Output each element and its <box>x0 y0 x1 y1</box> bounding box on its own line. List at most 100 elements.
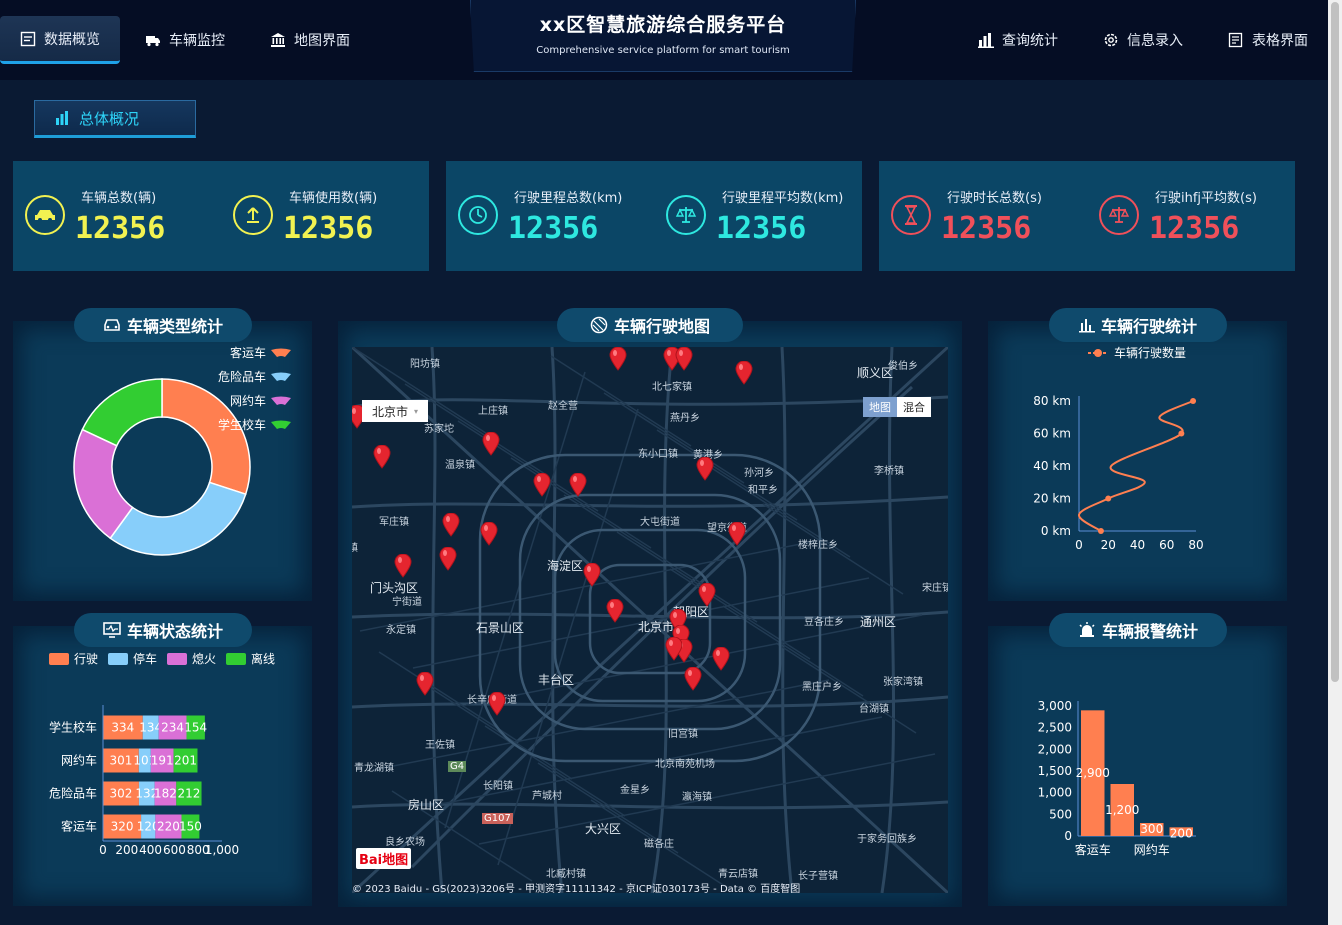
map-location-marker-icon[interactable] <box>442 513 460 537</box>
map-location-marker-icon[interactable] <box>728 522 746 546</box>
map-location-marker-icon[interactable] <box>675 347 693 371</box>
nav-query-stats[interactable]: 查询统计 <box>958 16 1078 64</box>
bar-value-label: 150 <box>179 820 202 834</box>
map-location-marker-icon[interactable] <box>606 599 624 623</box>
car-icon <box>104 319 120 331</box>
nav-map-view[interactable]: 地图界面 <box>250 16 370 64</box>
map-location-marker-icon[interactable] <box>488 692 506 716</box>
bar-value-label: 234 <box>161 721 184 735</box>
map-ring-road <box>588 563 712 675</box>
alarm-bar <box>1081 710 1105 836</box>
stacked-bar-segment <box>103 748 139 773</box>
map-location-marker-icon[interactable] <box>735 361 753 385</box>
map-minor-road <box>391 790 533 882</box>
stacked-bar-segment <box>138 748 151 773</box>
kpi-avg-duration: 行驶ihfj平均数(s) 12356 <box>1087 161 1295 271</box>
stacked-bar-segment <box>173 748 198 773</box>
stacked-bar-segment <box>186 715 205 740</box>
map-location-marker-icon[interactable] <box>482 432 500 456</box>
map-place-label: 东小口镇 <box>638 449 678 460</box>
map-location-marker-icon[interactable] <box>394 554 412 578</box>
map-location-marker-icon[interactable] <box>373 445 391 469</box>
map-place-label: 台湖镇 <box>859 704 889 715</box>
y-tick-label: 500 <box>1049 807 1072 821</box>
bar-value-label: 302 <box>110 787 133 801</box>
x-tick-label: 客运车 <box>1075 842 1111 857</box>
kpi-value: 12356 <box>941 211 1032 246</box>
map-place-label: 芦城村 <box>532 791 562 802</box>
map-location-marker-icon[interactable] <box>533 473 551 497</box>
map-place-label: 北臧村镇 <box>546 869 586 880</box>
map-location-marker-icon[interactable] <box>696 457 714 481</box>
panel-title-text: 车辆行驶地图 <box>613 317 710 336</box>
map-ring-road <box>478 453 822 763</box>
map-location-marker-icon[interactable] <box>712 647 730 671</box>
vehicle-type-panel-title: 车辆类型统计 <box>74 308 252 342</box>
axis-category-label: 网约车 <box>61 753 97 768</box>
nav-vehicle-monitor[interactable]: 车辆监控 <box>125 16 245 64</box>
overview-section-button[interactable]: 总体概况 <box>34 100 196 138</box>
map-road <box>780 347 794 893</box>
nav-data-overview[interactable]: 数据概览 <box>0 16 120 64</box>
map-minor-road <box>669 568 811 660</box>
map-location-marker-icon[interactable] <box>480 522 498 546</box>
scrollbar-thumb[interactable] <box>1331 2 1339 682</box>
map-location-marker-icon[interactable] <box>583 563 601 587</box>
map-place-label: 张家湾镇 <box>883 677 923 688</box>
map-location-marker-icon[interactable] <box>569 473 587 497</box>
map-road <box>550 347 564 893</box>
bar-value-label: 301 <box>109 754 132 768</box>
map-place-label: 大兴区 <box>585 822 622 836</box>
bar-value-label: 212 <box>177 787 200 801</box>
map-place-label: 海淀区 <box>547 559 584 573</box>
city-select[interactable]: 北京市 ▾ <box>362 400 428 422</box>
city-select-value: 北京市 <box>372 404 409 419</box>
map-place-label: 青云店镇 <box>718 869 758 880</box>
nav-table-view[interactable]: 表格界面 <box>1208 16 1328 64</box>
bar-chart-icon <box>978 33 994 48</box>
y-tick-label: 2,000 <box>1038 742 1072 756</box>
map-type-map-button[interactable]: 地图 <box>863 397 897 417</box>
map-location-marker-icon[interactable] <box>352 405 366 429</box>
map-place-label: 俊伯乡 <box>888 361 918 372</box>
x-tick-label: 600 <box>163 843 186 857</box>
kpi-label: 行驶里程总数(km) <box>514 191 623 206</box>
panel-title-text: 车辆行驶统计 <box>1100 317 1197 336</box>
timer-icon <box>458 195 498 235</box>
axis-category-label: 客运车 <box>61 819 97 834</box>
bar-value-label: 134 <box>139 721 162 735</box>
map-minor-road <box>616 531 758 623</box>
truck-icon <box>146 36 160 47</box>
nav-info-entry[interactable]: 信息录入 <box>1083 16 1203 64</box>
kpi-value: 12356 <box>508 211 599 246</box>
driving-stats-panel <box>988 321 1287 601</box>
page-title: xx区智慧旅游综合服务平台 <box>539 14 787 36</box>
map-minor-road <box>722 605 864 697</box>
map-place-label: 王佐镇 <box>425 740 455 751</box>
y-tick-label: 20 km <box>1033 492 1071 506</box>
map-road <box>880 347 896 893</box>
kpi-total-vehicles: 车辆总数(辆) 12356 <box>13 161 221 271</box>
map-location-marker-icon[interactable] <box>416 672 434 696</box>
scale-icon <box>1099 195 1139 235</box>
y-tick-label: 3,000 <box>1038 699 1072 713</box>
kpi-label: 行驶里程平均数(km) <box>722 191 844 206</box>
stacked-bar-segment <box>176 781 202 806</box>
map-place-label: G4 <box>448 761 467 772</box>
map-location-marker-icon[interactable] <box>665 637 683 661</box>
map-location-marker-icon[interactable] <box>439 547 457 571</box>
map-minor-road <box>537 762 679 854</box>
y-tick-label: 80 km <box>1033 394 1071 408</box>
map-location-marker-icon[interactable] <box>698 583 716 607</box>
map-location-marker-icon[interactable] <box>684 667 702 691</box>
y-tick-label: 1,500 <box>1038 764 1072 778</box>
stacked-bar-segment <box>142 715 159 740</box>
map-location-marker-icon[interactable] <box>609 347 627 371</box>
bar-chart-icon <box>1078 319 1095 333</box>
legend-label: 学生校车 <box>218 417 266 432</box>
map-type-hybrid-button[interactable]: 混合 <box>897 397 931 417</box>
map-place-label: 上庄镇 <box>478 406 508 417</box>
baidu-map[interactable]: 阳坊镇 顺义区 北七家镇 上庄镇 燕丹乡 赵全营 东小口镇 黄港乡 苏家坨 温泉镇 孙河乡 李桥镇 和平… <box>352 347 948 893</box>
vertical-scrollbar[interactable] <box>1328 0 1342 925</box>
